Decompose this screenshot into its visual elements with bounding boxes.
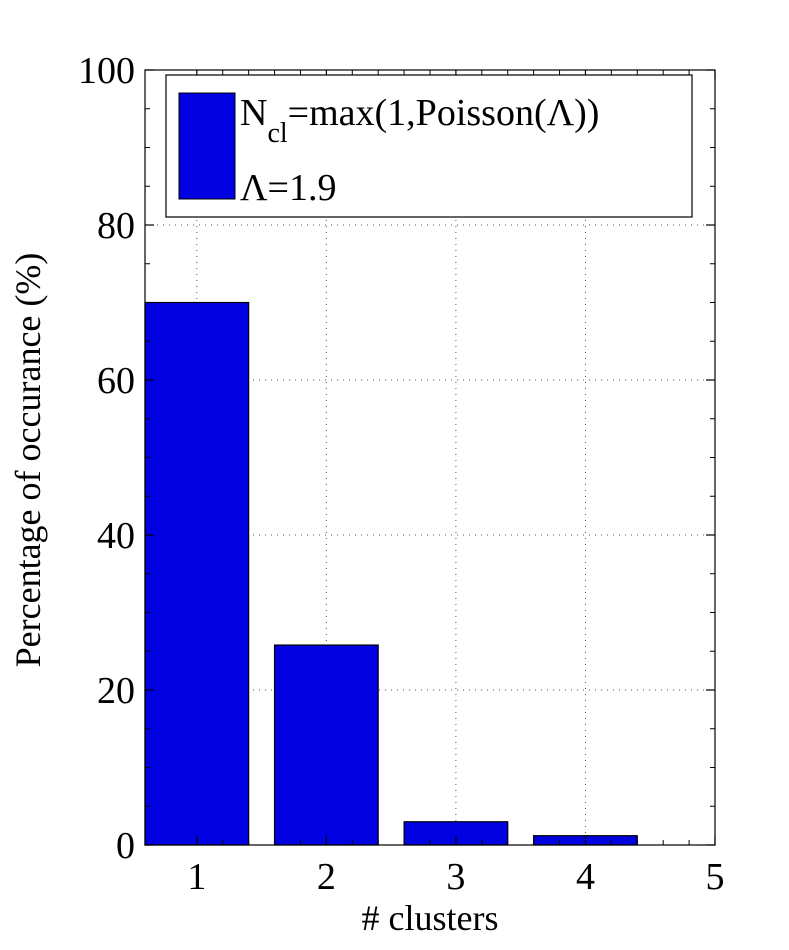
legend-line-1-subscript: cl [267,118,287,149]
bars [144,301,638,846]
y-tick-label: 80 [97,205,135,247]
y-tick-label: 0 [116,825,135,867]
x-tick-label: 4 [576,856,595,898]
legend-line-1-rest: =max(1,Poisson(Λ)) [288,92,600,134]
axis-ticks [145,69,716,846]
legend-line-1: Ncl=max(1,Poisson(Λ)) [240,92,599,149]
bar [144,301,250,846]
legend-line-2: Λ=1.9 [240,167,336,209]
y-tick-labels: 0 20 40 60 80 100 [78,50,135,867]
y-tick-label: 20 [97,670,135,712]
x-tick-label: 5 [706,856,725,898]
x-tick-label: 1 [187,856,206,898]
legend-swatch [178,92,236,200]
legend-box [165,74,693,218]
grid-lines [145,70,715,845]
legend-line-1-main: N [240,92,267,134]
y-tick-label: 100 [78,50,135,92]
bar [273,644,379,846]
y-tick-label: 60 [97,360,135,402]
x-axis-title: # clusters [362,898,499,938]
y-axis-title: Percentage of occurance (%) [8,253,48,668]
y-tick-label: 40 [97,515,135,557]
x-tick-label: 2 [317,856,336,898]
x-tick-labels: 1 2 3 4 5 [187,856,724,898]
legend: Ncl=max(1,Poisson(Λ)) Λ=1.9 [165,74,693,218]
x-tick-label: 3 [446,856,465,898]
